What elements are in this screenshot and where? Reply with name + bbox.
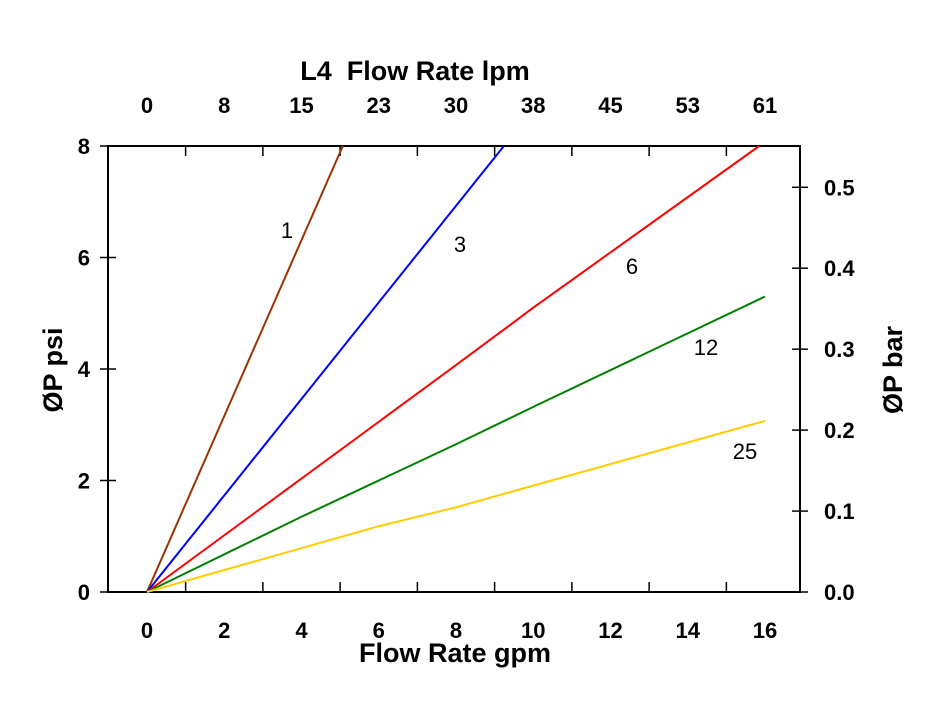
y2-tick-label: 0.3 xyxy=(824,337,855,362)
axes xyxy=(100,145,808,593)
x2-tick-label: 45 xyxy=(598,93,622,118)
chart-title: L4 Flow Rate lpm xyxy=(300,56,530,86)
plot-frame xyxy=(107,145,801,593)
series-lines xyxy=(146,145,766,593)
x-axis-title: Flow Rate gpm xyxy=(359,638,551,668)
y-tick-label: 8 xyxy=(78,134,90,159)
series-label: 1 xyxy=(281,218,293,243)
x-tick-label: 16 xyxy=(753,618,777,643)
y2-tick-label: 0.0 xyxy=(824,580,855,605)
y2-tick-label: 0.1 xyxy=(824,499,855,524)
x2-tick-label: 30 xyxy=(444,93,468,118)
x-tick-label: 14 xyxy=(676,618,701,643)
x2-tick-label: 15 xyxy=(289,93,313,118)
x2-tick-label: 61 xyxy=(753,93,777,118)
labels: 00284156238301038124514531661024680.00.1… xyxy=(38,56,908,668)
series-label: 6 xyxy=(626,254,638,279)
series-label: 25 xyxy=(733,439,757,464)
y2-axis-title: ØP bar xyxy=(878,325,908,414)
x-tick-label: 0 xyxy=(141,618,153,643)
x2-tick-label: 8 xyxy=(218,93,230,118)
y2-tick-label: 0.5 xyxy=(824,175,855,200)
series-label: 12 xyxy=(694,335,718,360)
y-tick-label: 0 xyxy=(78,580,90,605)
x-tick-label: 6 xyxy=(373,618,385,643)
y2-tick-label: 0.4 xyxy=(824,256,855,281)
series-line-12 xyxy=(146,295,766,593)
y-axis-title: ØP psi xyxy=(38,327,68,412)
series-line-1 xyxy=(146,145,344,593)
series-line-3 xyxy=(146,145,505,593)
y-tick-label: 6 xyxy=(78,246,90,271)
series-label: 3 xyxy=(454,232,466,257)
x2-tick-label: 23 xyxy=(367,93,391,118)
series-line-25 xyxy=(146,419,766,593)
x2-tick-label: 38 xyxy=(521,93,545,118)
x2-tick-label: 53 xyxy=(676,93,700,118)
y-tick-label: 4 xyxy=(78,357,91,382)
series-line-6 xyxy=(146,145,760,593)
x-tick-label: 2 xyxy=(218,618,230,643)
x-tick-label: 8 xyxy=(450,618,462,643)
y2-tick-label: 0.2 xyxy=(824,418,855,443)
x-tick-label: 12 xyxy=(598,618,622,643)
y-tick-label: 2 xyxy=(78,469,90,494)
x2-tick-label: 0 xyxy=(141,93,153,118)
x-tick-label: 4 xyxy=(295,618,308,643)
x-tick-label: 10 xyxy=(521,618,545,643)
